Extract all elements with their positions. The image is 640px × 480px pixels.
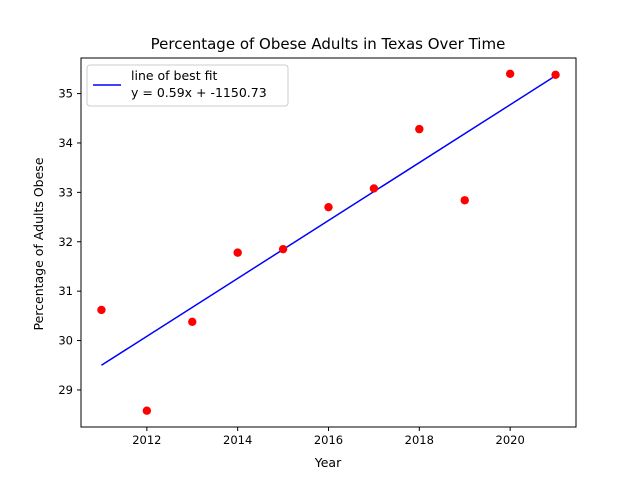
y-tick-label: 34: [58, 136, 73, 150]
data-point: [97, 305, 106, 315]
best-fit-line: [101, 75, 556, 366]
data-point: [233, 248, 242, 257]
x-tick-label: 2020: [496, 433, 525, 447]
data-point: [460, 196, 469, 205]
plot-area: [97, 69, 560, 415]
y-axis: 29 30 31 32 33 34 35: [58, 87, 81, 397]
data-point: [551, 70, 560, 79]
x-tick-label: 2014: [223, 433, 252, 447]
axes-frame: [80, 57, 577, 428]
x-axis: 2012 2014 2016 2018 2020: [132, 427, 525, 447]
y-tick-label: 31: [58, 284, 73, 298]
data-point: [324, 202, 333, 212]
chart-title: Percentage of Obese Adults in Texas Over…: [151, 35, 506, 53]
x-tick-label: 2012: [132, 433, 161, 447]
y-axis-label: Percentage of Adults Obese: [31, 157, 46, 330]
data-point: [505, 69, 515, 79]
y-tick-label: 30: [58, 334, 73, 348]
y-tick-label: 29: [58, 383, 73, 397]
data-point: [142, 406, 152, 415]
data-point: [278, 244, 288, 254]
x-tick-label: 2016: [314, 433, 343, 447]
x-tick-label: 2018: [405, 433, 434, 447]
data-point: [369, 184, 379, 193]
legend-box: [86, 64, 289, 107]
data-point: [415, 124, 424, 134]
legend-label: line of best fit: [131, 68, 217, 83]
data-point: [188, 317, 197, 326]
y-tick-label: 33: [58, 185, 73, 199]
y-tick-label: 35: [58, 87, 73, 101]
y-tick-label: 32: [58, 235, 73, 249]
legend-equation: y = 0.59x + -1150.73: [131, 85, 267, 100]
x-axis-label: Year: [314, 455, 342, 470]
legend: line of best fit y = 0.59x + -1150.73: [86, 64, 289, 107]
